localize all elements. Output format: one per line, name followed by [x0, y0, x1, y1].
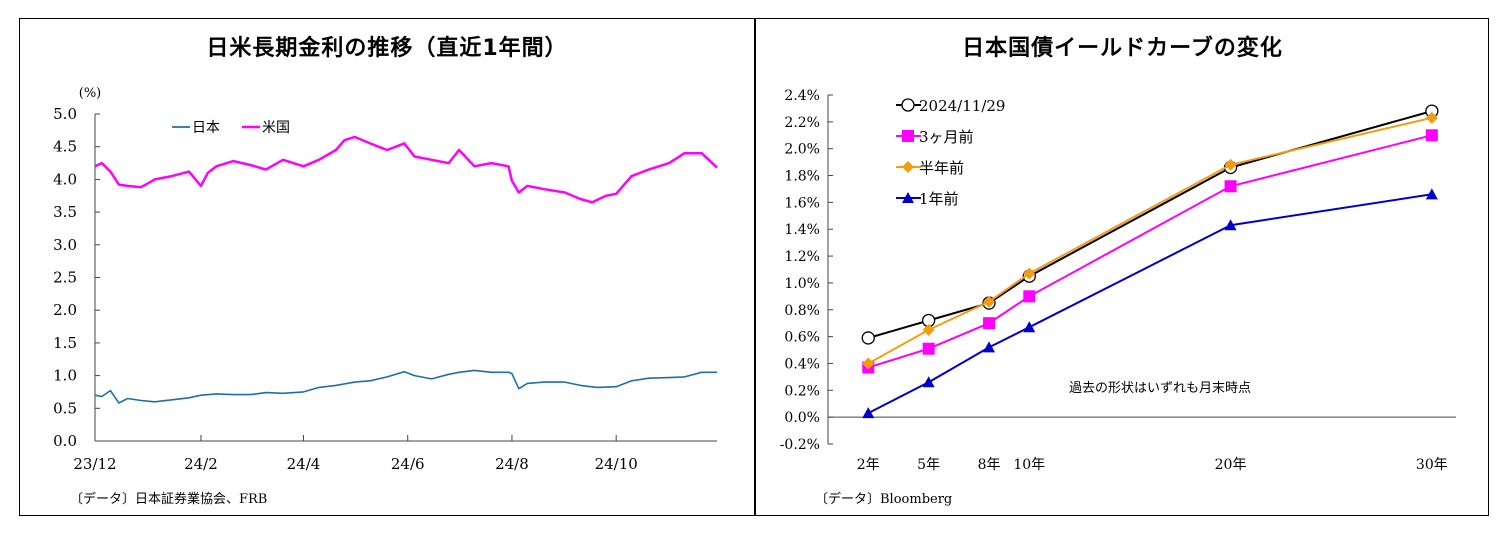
data-point [1224, 158, 1237, 171]
data-point [1023, 321, 1036, 333]
y-tick-label: 2.4% [784, 88, 820, 104]
y-tick-label: 1.6% [784, 195, 820, 211]
y-tick-label: 1.4% [784, 222, 820, 238]
y-tick-label: 1.0 [53, 367, 77, 385]
curve-line [868, 134, 1433, 369]
legend-marker [902, 130, 914, 142]
data-point [1425, 188, 1438, 200]
y-tick-label: 4.0 [53, 170, 77, 188]
data-point [1224, 180, 1237, 193]
x-tick-label: 23/12 [73, 455, 116, 473]
x-tick-label: 24/10 [595, 455, 638, 473]
right-chart-title: 日本国債イールドカーブの変化 [962, 36, 1283, 61]
data-point [922, 342, 935, 355]
curve-line [867, 193, 1432, 414]
left-chart-title: 日米長期金利の推移（直近1年間） [206, 36, 568, 61]
x-tick-label: 24/8 [495, 455, 529, 473]
y-tick-label: 0.6% [784, 330, 820, 346]
right-source-note: 〔データ〕Bloomberg [815, 492, 953, 507]
series-line-us [94, 135, 718, 204]
data-point [861, 331, 875, 345]
legend-label: 日本 [192, 120, 220, 136]
y-tick-label: 0.0 [53, 432, 77, 450]
legend-marker [901, 98, 915, 112]
x-tick-label: 5年 [917, 457, 940, 473]
series-line-japan [94, 369, 717, 404]
y-tick-label: 2.5 [53, 269, 77, 287]
data-point [862, 357, 875, 370]
panel-divider [754, 18, 756, 516]
y-tick-label: 3.5 [53, 203, 77, 221]
legend-label: 3ヶ月前 [919, 128, 974, 146]
curve-annotation: 過去の形状はいずれも月末時点 [1069, 381, 1251, 396]
x-tick-label: 10年 [1013, 457, 1045, 473]
x-tick-label: 8年 [978, 457, 1001, 473]
y-tick-label: -0.2% [780, 437, 820, 453]
legend-label: 半年前 [919, 159, 964, 177]
curve-line [867, 116, 1433, 365]
data-point [922, 376, 935, 388]
x-tick-label: 30年 [1416, 457, 1448, 473]
data-point [1425, 129, 1438, 142]
x-tick-label: 20年 [1215, 457, 1247, 473]
y-tick-label: 5.0 [53, 105, 77, 123]
jgb-yield-curve-chart: -0.2% 0.0% 0.2% 0.4% 0.6% 0.8% 1.0% 1.2% 1.4% 1.6… [780, 88, 1456, 473]
data-point [1425, 111, 1438, 124]
y-tick-label: 0.5 [53, 399, 77, 417]
data-point [983, 341, 996, 353]
left-source-note: 〔データ〕日本証券業協会、FRB [70, 492, 268, 507]
x-tick-label: 2年 [857, 457, 880, 473]
curve-line [868, 110, 1433, 339]
y-tick-label: 0.0% [784, 410, 820, 426]
x-tick-label: 24/2 [184, 455, 218, 473]
y-tick-label: 3.0 [53, 236, 77, 254]
x-tick-label: 24/4 [287, 455, 321, 473]
y-tick-label: 2.0% [784, 142, 820, 158]
y-tick-label: 1.2% [784, 249, 820, 265]
data-point [983, 317, 996, 330]
y-tick-label: 0.2% [784, 383, 820, 399]
data-point [983, 295, 996, 308]
data-point [1224, 219, 1237, 231]
x-tick-label: 24/6 [391, 455, 425, 473]
data-point [922, 323, 935, 336]
legend-marker [902, 192, 914, 203]
y-tick-label: 0.8% [784, 303, 820, 319]
legend-label: 2024/11/29 [919, 97, 1005, 115]
legend-marker [902, 161, 914, 173]
jp-us-yield-chart: 0.0 0.5 1.0 1.5 2.0 2.5 3.0 3.5 4.0 4.5 5.0(%) 23/1… [53, 86, 718, 473]
y-tick-label: 4.5 [53, 138, 77, 156]
legend-label: 米国 [262, 120, 290, 136]
legend-label: 1年前 [919, 190, 959, 208]
y-unit-label: (%) [79, 86, 102, 101]
y-tick-label: 1.8% [784, 169, 820, 185]
y-tick-label: 1.5 [53, 334, 77, 352]
y-tick-label: 2.0 [53, 301, 77, 319]
data-point [1023, 290, 1036, 303]
y-tick-label: 2.2% [784, 115, 820, 131]
y-tick-label: 0.4% [784, 356, 820, 372]
data-point [862, 407, 875, 419]
y-tick-label: 1.0% [784, 276, 820, 292]
